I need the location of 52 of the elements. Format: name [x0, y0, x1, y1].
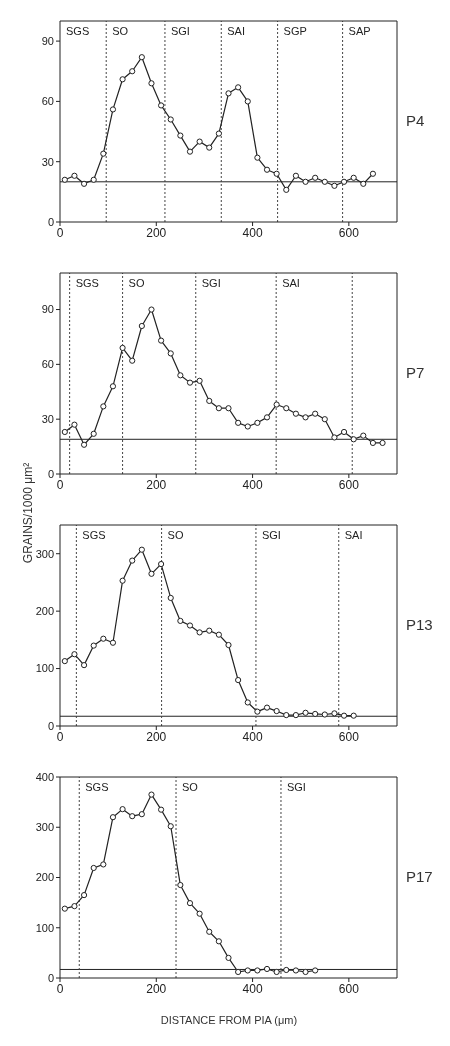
- annotation: SGS: [66, 24, 90, 37]
- y-tick-label: 100: [35, 921, 54, 934]
- annotation: SAI: [344, 528, 363, 541]
- text: P4: [406, 112, 425, 129]
- y-tick-label: 0: [47, 971, 54, 984]
- x-tick-label: 600: [338, 225, 360, 240]
- y-tick-label: 0: [47, 719, 54, 732]
- text: P17: [406, 868, 433, 885]
- text: P13: [406, 616, 433, 633]
- x-tick-label: 400: [242, 477, 263, 492]
- annotation: SO: [167, 528, 184, 541]
- x-tick-label: 200: [146, 729, 167, 744]
- x-tick-label: 600: [338, 729, 360, 744]
- annotation: SO: [182, 780, 199, 793]
- x-tick-label: 400: [242, 729, 263, 744]
- x-tick-label: 600: [338, 981, 360, 996]
- annotation: SAP: [348, 24, 371, 37]
- y-tick-label: 400: [35, 770, 54, 783]
- x-tick-label: 200: [146, 981, 167, 996]
- y-tick-label: 90: [41, 303, 54, 316]
- annotation: SAI: [227, 24, 246, 37]
- x-axis-title: DISTANCE FROM PIA (μm): [159, 1014, 299, 1026]
- y-tick-label: 300: [35, 821, 54, 834]
- annotation: SGI: [170, 24, 190, 37]
- y-tick-label: 30: [41, 413, 54, 426]
- y-tick-label: 200: [35, 871, 54, 884]
- annotation: SO: [128, 276, 145, 289]
- annotation: SGI: [261, 528, 281, 541]
- annotation: SO: [112, 24, 129, 37]
- y-axis-title: GRAINS/1000 μm²: [21, 461, 35, 566]
- annotation: SGS: [75, 276, 99, 289]
- y-tick-label: 200: [35, 605, 54, 618]
- y-tick-label: 30: [41, 155, 54, 168]
- x-tick-label: 200: [146, 477, 167, 492]
- annotation: SGI: [286, 780, 306, 793]
- annotation: SGP: [283, 24, 307, 37]
- y-tick-label: 100: [35, 662, 54, 675]
- y-tick-label: 0: [47, 467, 54, 480]
- y-tick-label: 60: [41, 95, 54, 108]
- x-tick-label: 400: [242, 981, 263, 996]
- x-tick-label: 400: [242, 225, 263, 240]
- x-tick-label: 600: [338, 477, 360, 492]
- annotation: SGI: [201, 276, 221, 289]
- annotation: SAI: [282, 276, 300, 289]
- y-tick-label: 90: [41, 35, 54, 48]
- y-tick-label: 300: [35, 547, 54, 560]
- x-tick-label: 200: [146, 225, 167, 240]
- y-tick-label: 60: [41, 358, 54, 371]
- y-tick-label: 0: [47, 215, 54, 228]
- annotation: SGS: [82, 528, 106, 541]
- annotation: SGS: [85, 780, 109, 793]
- text: P7: [406, 364, 425, 381]
